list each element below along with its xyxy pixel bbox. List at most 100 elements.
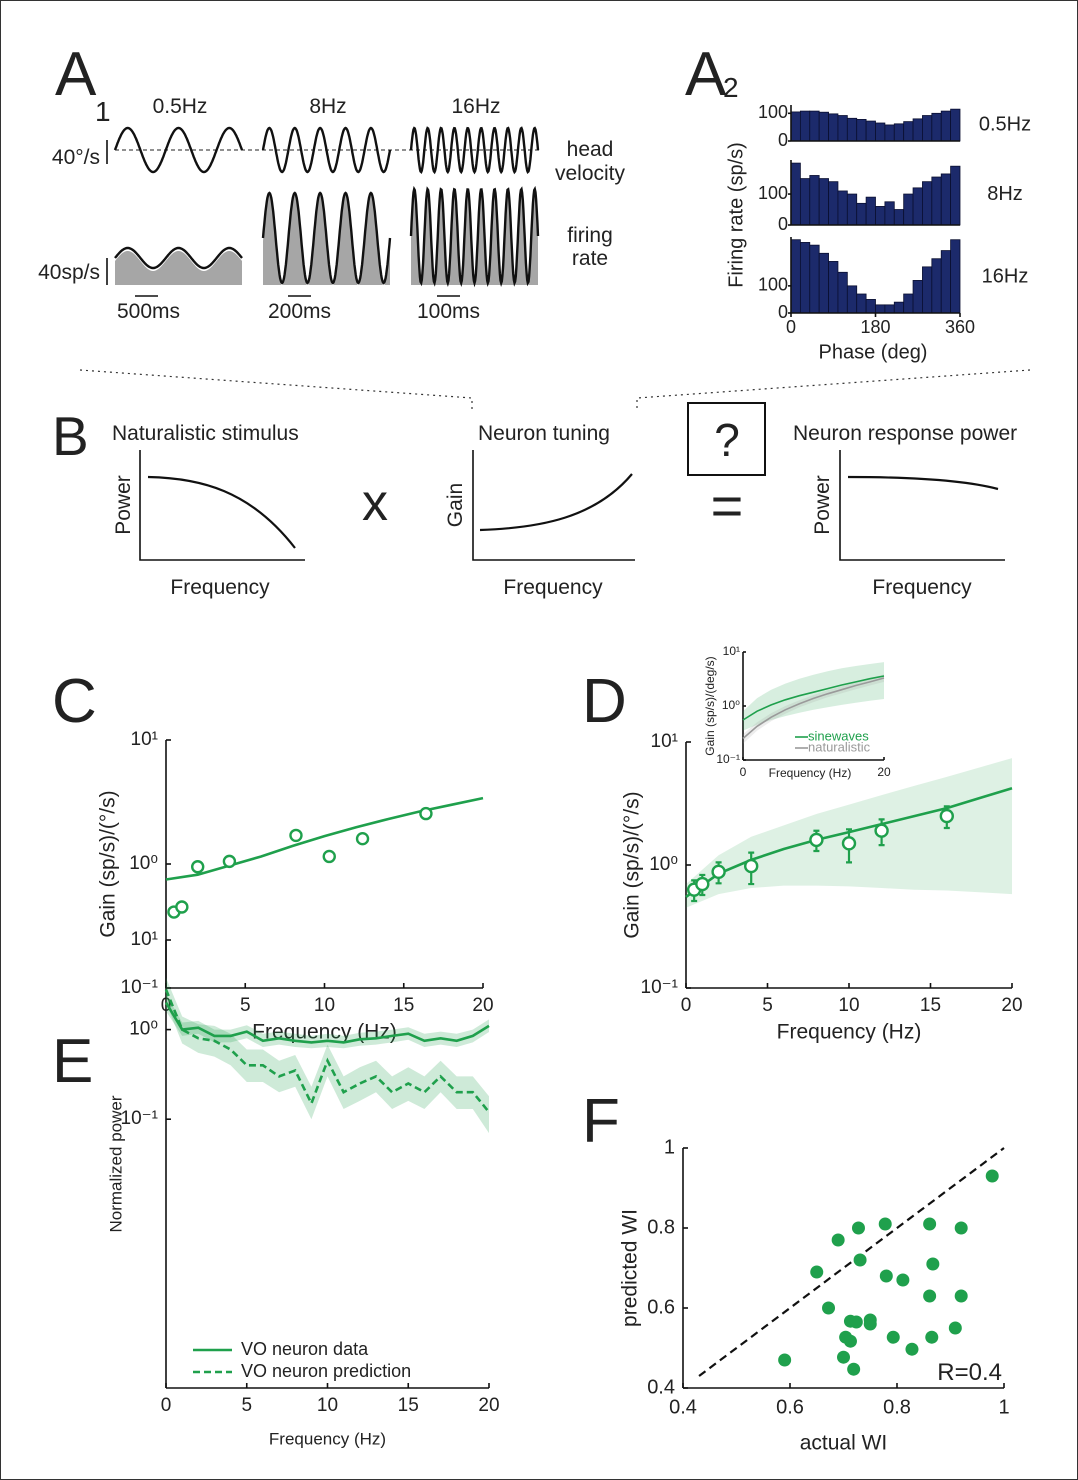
axes (839, 450, 1005, 561)
y-tick-label: 10⁰ (129, 1019, 158, 1040)
y-axis-label: Gain (sp/s)/(°/s) (621, 791, 644, 938)
axis-label: Frequency (872, 576, 972, 599)
y-tick-label: 10⁻¹ (716, 752, 740, 766)
y-axis-label: Gain (sp/s)/(deg/s) (703, 656, 717, 755)
panel-label: C (52, 667, 97, 736)
bar (884, 304, 895, 314)
point (954, 1221, 968, 1235)
y-tick-label: 100 (758, 275, 788, 295)
y-tick-label: 10¹ (651, 731, 678, 752)
panel-name: 16Hz (982, 265, 1029, 287)
panel-label: F (582, 1087, 620, 1156)
axis-label: Frequency (503, 576, 603, 599)
y-axis-label: predicted WI (619, 1209, 642, 1327)
operator: ? (714, 414, 740, 466)
x-axis-label: Phase (deg) (819, 341, 928, 363)
bar (893, 123, 905, 142)
bar (856, 119, 867, 142)
bar (818, 252, 829, 314)
bar (950, 239, 961, 314)
bar (903, 121, 914, 142)
x-tick-label: 0.6 (776, 1396, 804, 1418)
rate-trace (409, 185, 540, 288)
point (837, 1350, 850, 1364)
bar (875, 206, 886, 226)
point (925, 1330, 939, 1344)
panel-name: 8Hz (987, 183, 1023, 205)
x-tick-label: 15 (393, 995, 414, 1016)
bar (950, 108, 961, 142)
x-tick-label: 180 (860, 317, 890, 337)
bar (818, 178, 829, 226)
bar (799, 110, 811, 142)
point (878, 1217, 892, 1231)
operator: = (711, 474, 744, 537)
point (841, 836, 857, 851)
velocity-trace (409, 126, 540, 175)
plot-title: Neuron tuning (478, 422, 610, 445)
time-label: 500ms (117, 300, 180, 323)
x-tick-label: 360 (945, 317, 975, 337)
point (923, 1289, 937, 1303)
frequency-label: 8Hz (309, 95, 346, 118)
x-tick-label: 5 (240, 995, 251, 1016)
point (222, 854, 237, 869)
line (164, 1001, 490, 1044)
panel-label: B (52, 405, 89, 467)
x-axis-label: Frequency (Hz) (769, 766, 852, 780)
bar (922, 181, 933, 226)
curve (479, 473, 633, 532)
inset-line (742, 677, 885, 740)
bar (912, 118, 923, 142)
x-axis-label: Frequency (Hz) (252, 1021, 397, 1044)
point (905, 1342, 919, 1356)
point (355, 831, 370, 846)
frequency-label: 16Hz (451, 95, 500, 118)
bar (790, 239, 801, 314)
y-tick-label: 0.8 (647, 1216, 675, 1238)
velocity-trace (261, 126, 392, 174)
bar (799, 178, 811, 226)
y-tick-label: 10¹ (723, 644, 740, 658)
point (954, 1289, 968, 1303)
trace-label: firing (567, 224, 613, 247)
bar (799, 242, 811, 314)
y-tick-label: 0.4 (647, 1376, 675, 1398)
bar (940, 250, 952, 314)
bar (856, 293, 867, 314)
y-tick-label: 10⁰ (129, 853, 158, 874)
y-tick-label: 0 (778, 130, 788, 150)
bar (809, 110, 820, 142)
plot-title: Naturalistic stimulus (112, 422, 299, 445)
point (843, 1334, 857, 1348)
panel-label: A (685, 40, 727, 109)
point (744, 858, 759, 874)
x-tick-label: 0 (740, 765, 747, 779)
bar (875, 304, 886, 314)
x-tick-label: 0 (681, 995, 692, 1016)
axis-label: Power (811, 475, 834, 535)
trace-label: head (567, 138, 614, 161)
bar (865, 120, 876, 142)
bar (856, 202, 867, 226)
scale-label: 40°/s (52, 146, 100, 169)
curve (147, 475, 296, 549)
plot-title: Neuron response power (793, 422, 1017, 445)
point (419, 806, 433, 821)
y-tick-label: 10⁻¹ (121, 977, 159, 998)
bar (818, 111, 829, 142)
point (985, 1169, 999, 1183)
y-tick-label: 10⁰ (722, 698, 740, 712)
point (695, 876, 710, 892)
bar (837, 190, 848, 226)
bar (828, 181, 839, 226)
x-tick-label: 15 (398, 1395, 419, 1416)
bar (884, 124, 895, 142)
bar (846, 117, 858, 142)
panel-label: A (55, 40, 97, 109)
bar (922, 115, 933, 142)
bar (940, 173, 952, 226)
x-tick-label: 10 (317, 1395, 338, 1416)
bar (809, 244, 820, 314)
